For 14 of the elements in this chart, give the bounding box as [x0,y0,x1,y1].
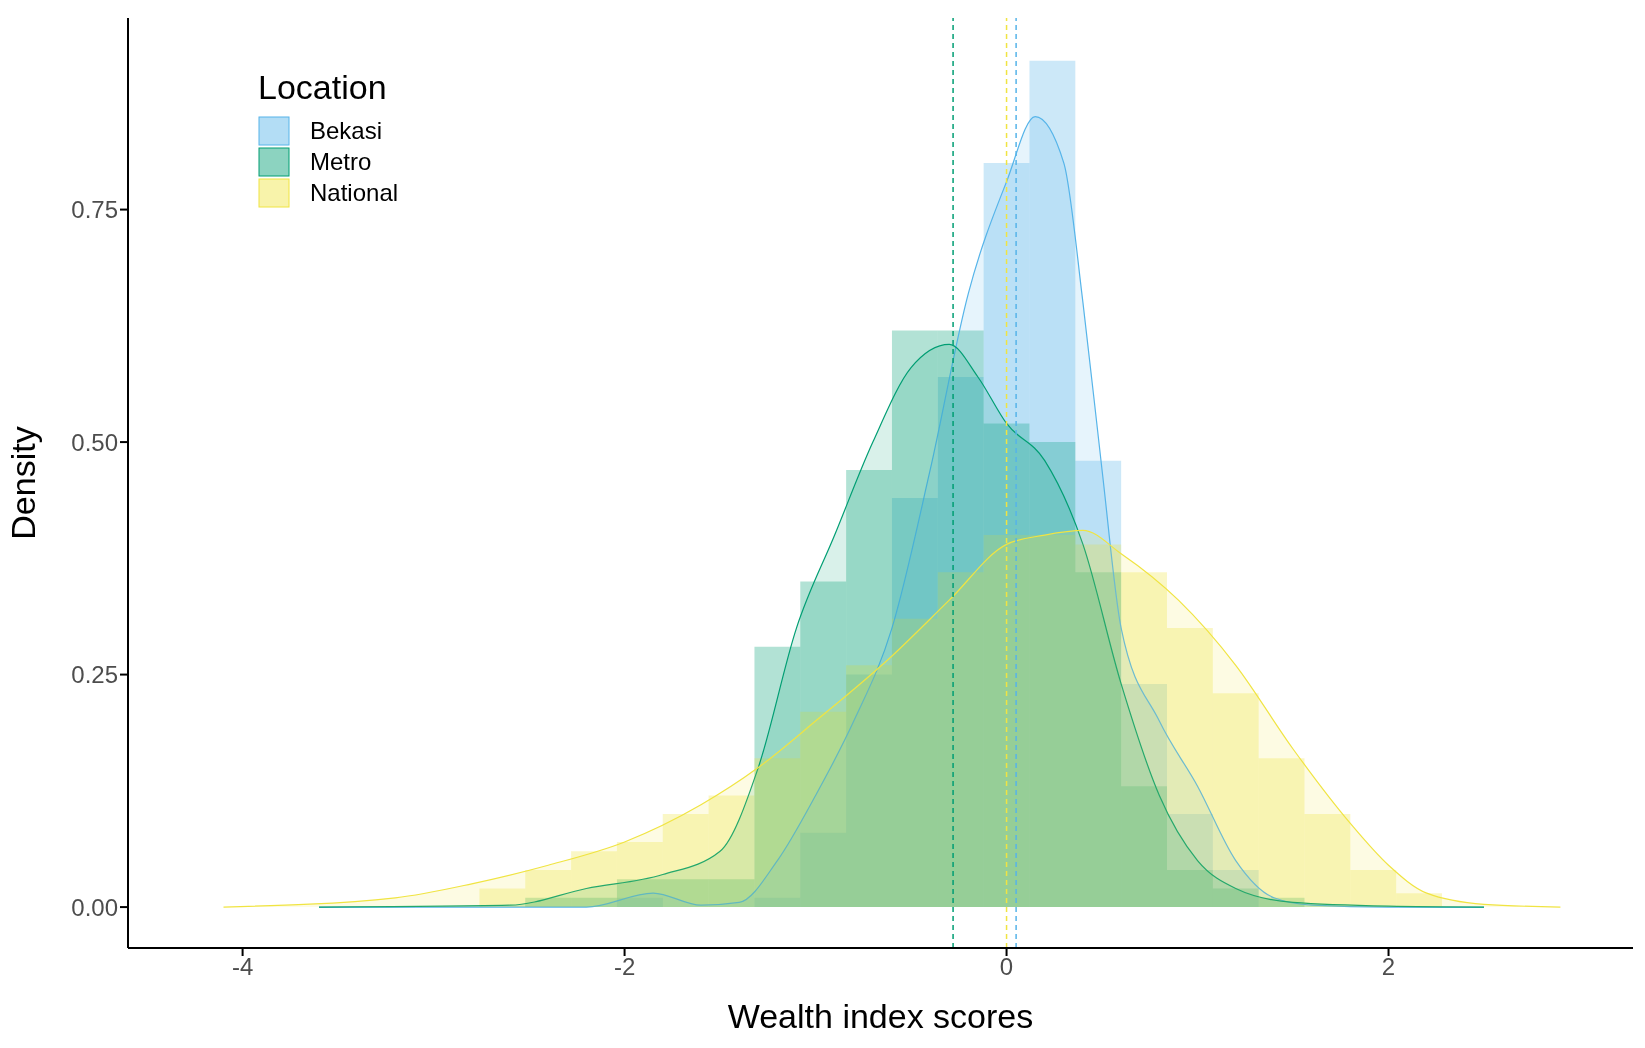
legend-label: Metro [310,147,372,176]
x-tick-label: 0 [999,953,1014,981]
legend-label: Bekasi [310,116,383,145]
legend-title: Location [258,68,388,107]
y-tick-label: 0.00 [71,893,118,921]
y-tick-label: 0.25 [71,661,118,689]
legend-label: National [310,178,399,207]
x-axis-title: Wealth index scores [727,997,1034,1035]
y-tick-label: 0.75 [71,196,118,224]
y-tick-label: 0.50 [71,428,118,456]
x-tick-label: 2 [1381,953,1396,981]
x-tick-label: -4 [231,953,254,981]
x-tick-label: -2 [613,953,636,981]
y-axis-title: Density [4,426,43,540]
